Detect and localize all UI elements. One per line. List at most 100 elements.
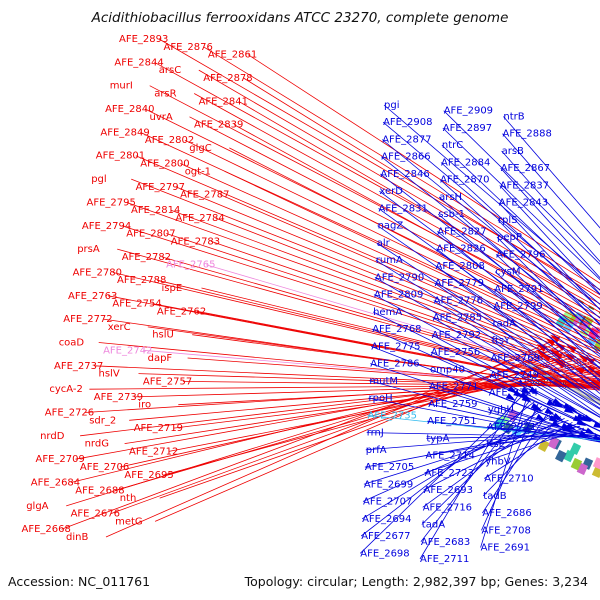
reverse-gene-label: AFE_2694 [362,514,411,525]
feature-block [537,439,550,452]
reverse-gene-label: AFE_2779 [435,278,484,289]
leader-line [424,423,577,474]
reverse-gene-label: AFE_2809 [374,290,423,301]
forward-gene-label: pgl [91,174,106,185]
leader-line [375,259,600,401]
reverse-gene-label: AFE_2724 [489,387,538,398]
leader-line [423,418,565,491]
leader-line [495,254,600,355]
reverse-gene-label: AFE_2867 [501,163,550,174]
leader-line [499,185,600,295]
reverse-gene-label: AFE_2786 [370,359,419,370]
forward-gene-label: AFE_2802 [145,135,194,146]
feature-block [593,339,600,352]
leader-line [367,414,600,442]
reverse-gene-label: AFE_2888 [503,129,552,140]
reverse-gene-label: AFE_2759 [428,399,477,410]
reverse-gene-label: AFE_2843 [499,198,548,209]
leader-line [154,61,600,309]
leader-line [441,144,600,296]
reverse-gene-arrow [530,402,541,411]
forward-gene-label: AFE_2797 [136,182,185,193]
reverse-gene-label: AFE_2870 [440,175,489,186]
feature-block [569,442,582,456]
forward-gene-label: AFE_2772 [63,314,112,325]
leader-line [378,208,600,369]
leader-line [383,104,600,291]
leader-line [485,427,585,462]
leader-line [229,147,600,339]
leader-line [110,348,564,515]
forward-gene-label: AFE_2788 [117,275,166,286]
reverse-gene-label: AFE_2791 [494,284,543,295]
leader-line [420,399,531,543]
feature-block [563,449,575,463]
reverse-gene-label: tadA [422,520,445,531]
leader-line [203,46,600,291]
leader-line [439,179,600,325]
leader-line [486,433,596,445]
forward-gene-label: AFE_2712 [129,446,178,457]
reverse-gene-label: AFE_2808 [436,261,485,272]
reverse-gene-label: rumA [376,255,403,266]
leader-line [215,217,600,368]
reverse-gene-label: AFE_2683 [421,537,470,548]
leader-line [437,213,600,352]
forward-gene-label: AFE_2762 [157,306,206,317]
reverse-gene-label: AFE_2884 [441,158,490,169]
forward-gene-label: AFE_2861 [208,50,257,61]
leader-line [149,85,600,322]
forward-gene-label: murI [110,81,133,92]
leader-line [121,225,600,378]
reverse-gene-label: AFE_2776 [434,295,483,306]
forward-gene-label: AFE_2754 [112,299,161,310]
forward-gene-label: AFE_2849 [100,127,149,138]
leader-line [501,150,600,263]
reverse-gene-label: AFE_2785 [433,313,482,324]
leader-line [482,410,550,514]
forward-gene-label: AFE_2800 [140,159,189,170]
reverse-gene-label: AFE_2698 [360,548,409,559]
forward-gene-label: cycA-2 [49,384,83,395]
reverse-gene-label: AFE_2721 [487,422,536,433]
reverse-gene-label: AFE_2699 [364,479,413,490]
leader-line [484,421,573,479]
label-leader-lines [61,38,600,560]
feature-block [592,457,600,470]
reverse-gene-label: AFE_2908 [383,117,432,128]
forward-gene-label: metG [115,516,143,527]
reverse-gene-arrow [520,386,532,395]
leader-line [434,282,600,399]
leader-line [435,265,600,389]
forward-gene-label: AFE_2688 [75,485,124,496]
leader-line [372,328,600,432]
forward-gene-label: AFE_2878 [203,73,252,84]
forward-gene-label: AFE_2668 [22,524,71,535]
forward-gene-label: AFE_2676 [71,509,120,520]
leader-line [433,300,600,409]
leader-line [443,110,600,265]
forward-gene-label: AFE_2840 [105,104,154,115]
feature-block [492,417,506,430]
leader-line [380,173,600,345]
reverse-gene-label: mutM [369,376,398,387]
leader-line [131,178,600,364]
leader-line [201,287,600,386]
leader-line [115,356,577,491]
leader-line [494,271,600,369]
accession-text: Accession: NC_011761 [8,574,150,589]
reverse-gene-arrow [505,393,516,401]
forward-gene-label: AFE_2742 [103,345,152,356]
reverse-gene-label: pgi [384,100,399,111]
leader-line [135,155,600,355]
forward-gene-label: AFE_2684 [31,478,80,489]
forward-gene-label: arsR [154,89,176,100]
genome-summary-text: Topology: circular; Length: 2,982,397 bp… [244,574,588,589]
reverse-gene-arrow [546,399,557,407]
forward-gene-label: ogt-1 [185,166,211,177]
leader-line [365,431,592,451]
reverse-gene-label: AFE_2846 [380,169,429,180]
leader-line [431,334,600,426]
leader-line [210,240,600,375]
